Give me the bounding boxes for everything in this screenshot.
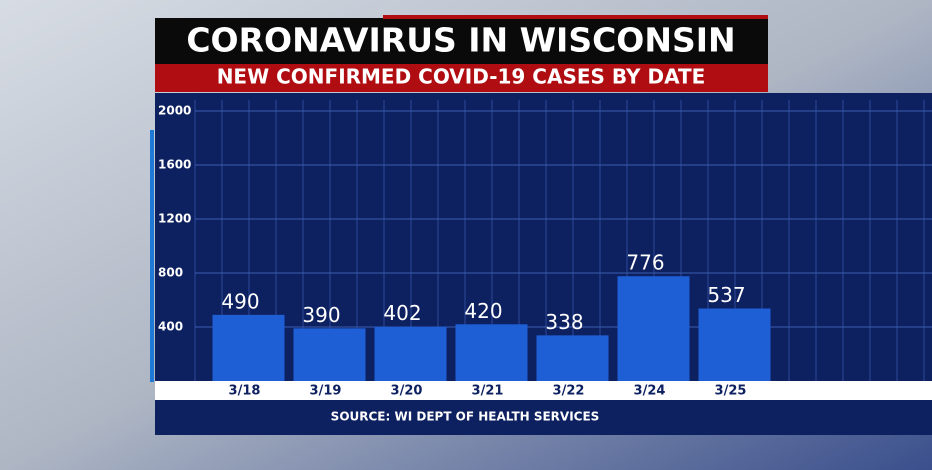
bar [374, 326, 447, 381]
x-tick-label: 3/25 [715, 384, 747, 399]
bar [536, 335, 609, 381]
x-tick-label: 3/24 [634, 384, 666, 399]
value-label: 490 [221, 289, 259, 313]
y-tick-label: 1200 [158, 212, 191, 226]
value-label: 776 [626, 251, 664, 275]
value-label: 420 [464, 299, 502, 323]
title-accent [383, 15, 768, 19]
y-tick-label: 2000 [158, 104, 191, 118]
bar [293, 328, 366, 381]
x-tick-label: 3/19 [310, 384, 342, 399]
bar [617, 276, 690, 381]
chart-title: CORONAVIRUS IN WISCONSIN [186, 21, 735, 60]
subtitle-box [155, 64, 768, 92]
chart-subtitle: NEW CONFIRMED COVID-19 CASES BY DATE [217, 65, 706, 89]
y-tick-label: 400 [158, 320, 183, 334]
x-tick-label: 3/20 [391, 384, 423, 399]
category-strip [155, 381, 932, 400]
value-label: 537 [707, 283, 745, 307]
value-label: 390 [302, 303, 340, 327]
x-tick-label: 3/18 [229, 384, 261, 399]
source-note: SOURCE: WI DEPT OF HEALTH SERVICES [331, 410, 600, 424]
bar [212, 314, 285, 381]
panel-accent [150, 130, 154, 382]
x-tick-label: 3/21 [472, 384, 504, 399]
bar [698, 308, 771, 381]
value-label: 338 [545, 310, 583, 334]
x-tick-label: 3/22 [553, 384, 585, 399]
y-tick-label: 1600 [158, 158, 191, 172]
title-box [155, 18, 768, 64]
y-tick-label: 800 [158, 266, 183, 280]
value-label: 402 [383, 301, 421, 325]
bar [455, 324, 528, 381]
